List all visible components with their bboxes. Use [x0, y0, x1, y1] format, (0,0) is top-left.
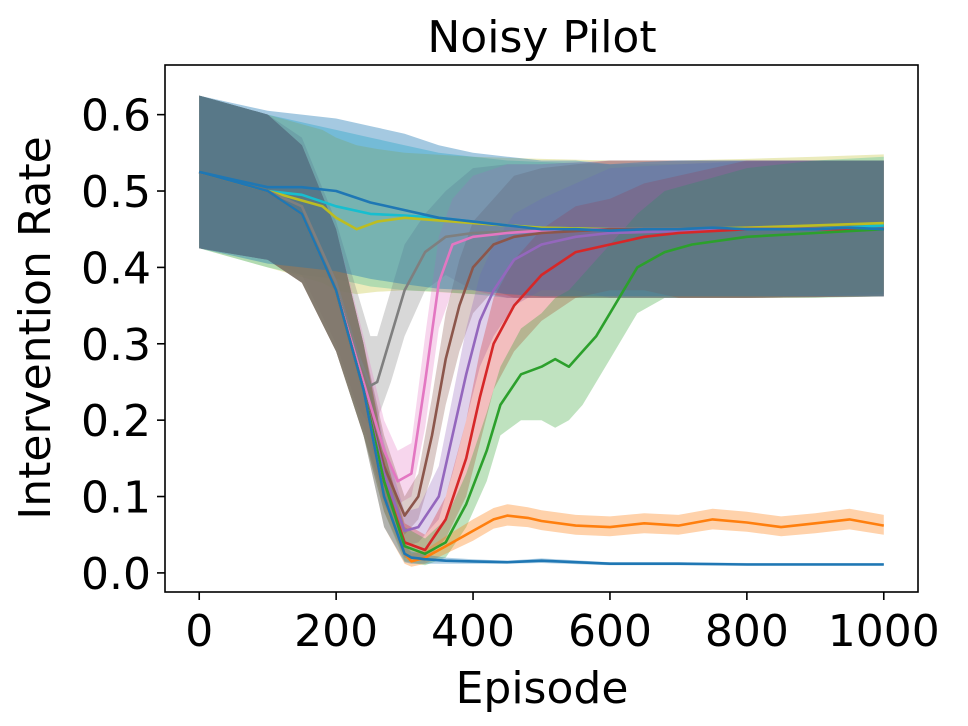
y-axis-ticks: 0.0 0.1 0.2 0.3 0.4 0.5 0.6 — [81, 91, 165, 600]
y-tick-label: 0.2 — [81, 396, 151, 447]
x-axis-label: Episode — [456, 663, 629, 714]
x-tick-label: 1000 — [828, 606, 940, 657]
x-tick-label: 400 — [431, 606, 515, 657]
y-tick-label: 0.1 — [81, 473, 151, 524]
chart-title: Noisy Pilot — [427, 12, 656, 63]
x-tick-label: 200 — [294, 606, 378, 657]
y-tick-label: 0.5 — [81, 167, 151, 218]
y-tick-label: 0.4 — [81, 243, 151, 294]
confidence-bands — [199, 95, 884, 567]
axes-frame — [164, 64, 919, 593]
series-3-band — [199, 95, 884, 428]
y-tick-label: 0.0 — [81, 549, 151, 600]
y-tick-label: 0.3 — [81, 320, 151, 371]
x-axis-ticks: 0 200 400 600 800 1000 — [185, 592, 940, 657]
series-1-band — [199, 95, 884, 298]
series-7-band — [199, 95, 884, 562]
series-10-line — [198, 170, 884, 566]
series-2-band — [199, 95, 884, 297]
x-tick-label: 800 — [705, 606, 789, 657]
y-axis-label: Intervention Rate — [10, 136, 61, 519]
y-tick-label: 0.6 — [81, 91, 151, 142]
series-lines — [198, 170, 885, 566]
series-6-band — [199, 95, 884, 547]
series-10-band — [199, 95, 884, 566]
x-tick-label: 600 — [568, 606, 652, 657]
x-tick-label: 0 — [185, 606, 213, 657]
series-8-band — [199, 95, 884, 566]
plot-area — [198, 95, 885, 567]
series-9-band — [199, 95, 884, 567]
series-11-line — [198, 170, 884, 232]
series-11-band — [199, 95, 884, 297]
